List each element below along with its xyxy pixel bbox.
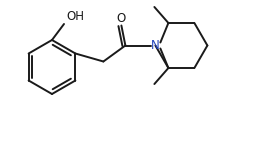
Text: N: N [151, 39, 160, 52]
Text: OH: OH [66, 10, 84, 23]
Text: O: O [117, 12, 126, 25]
